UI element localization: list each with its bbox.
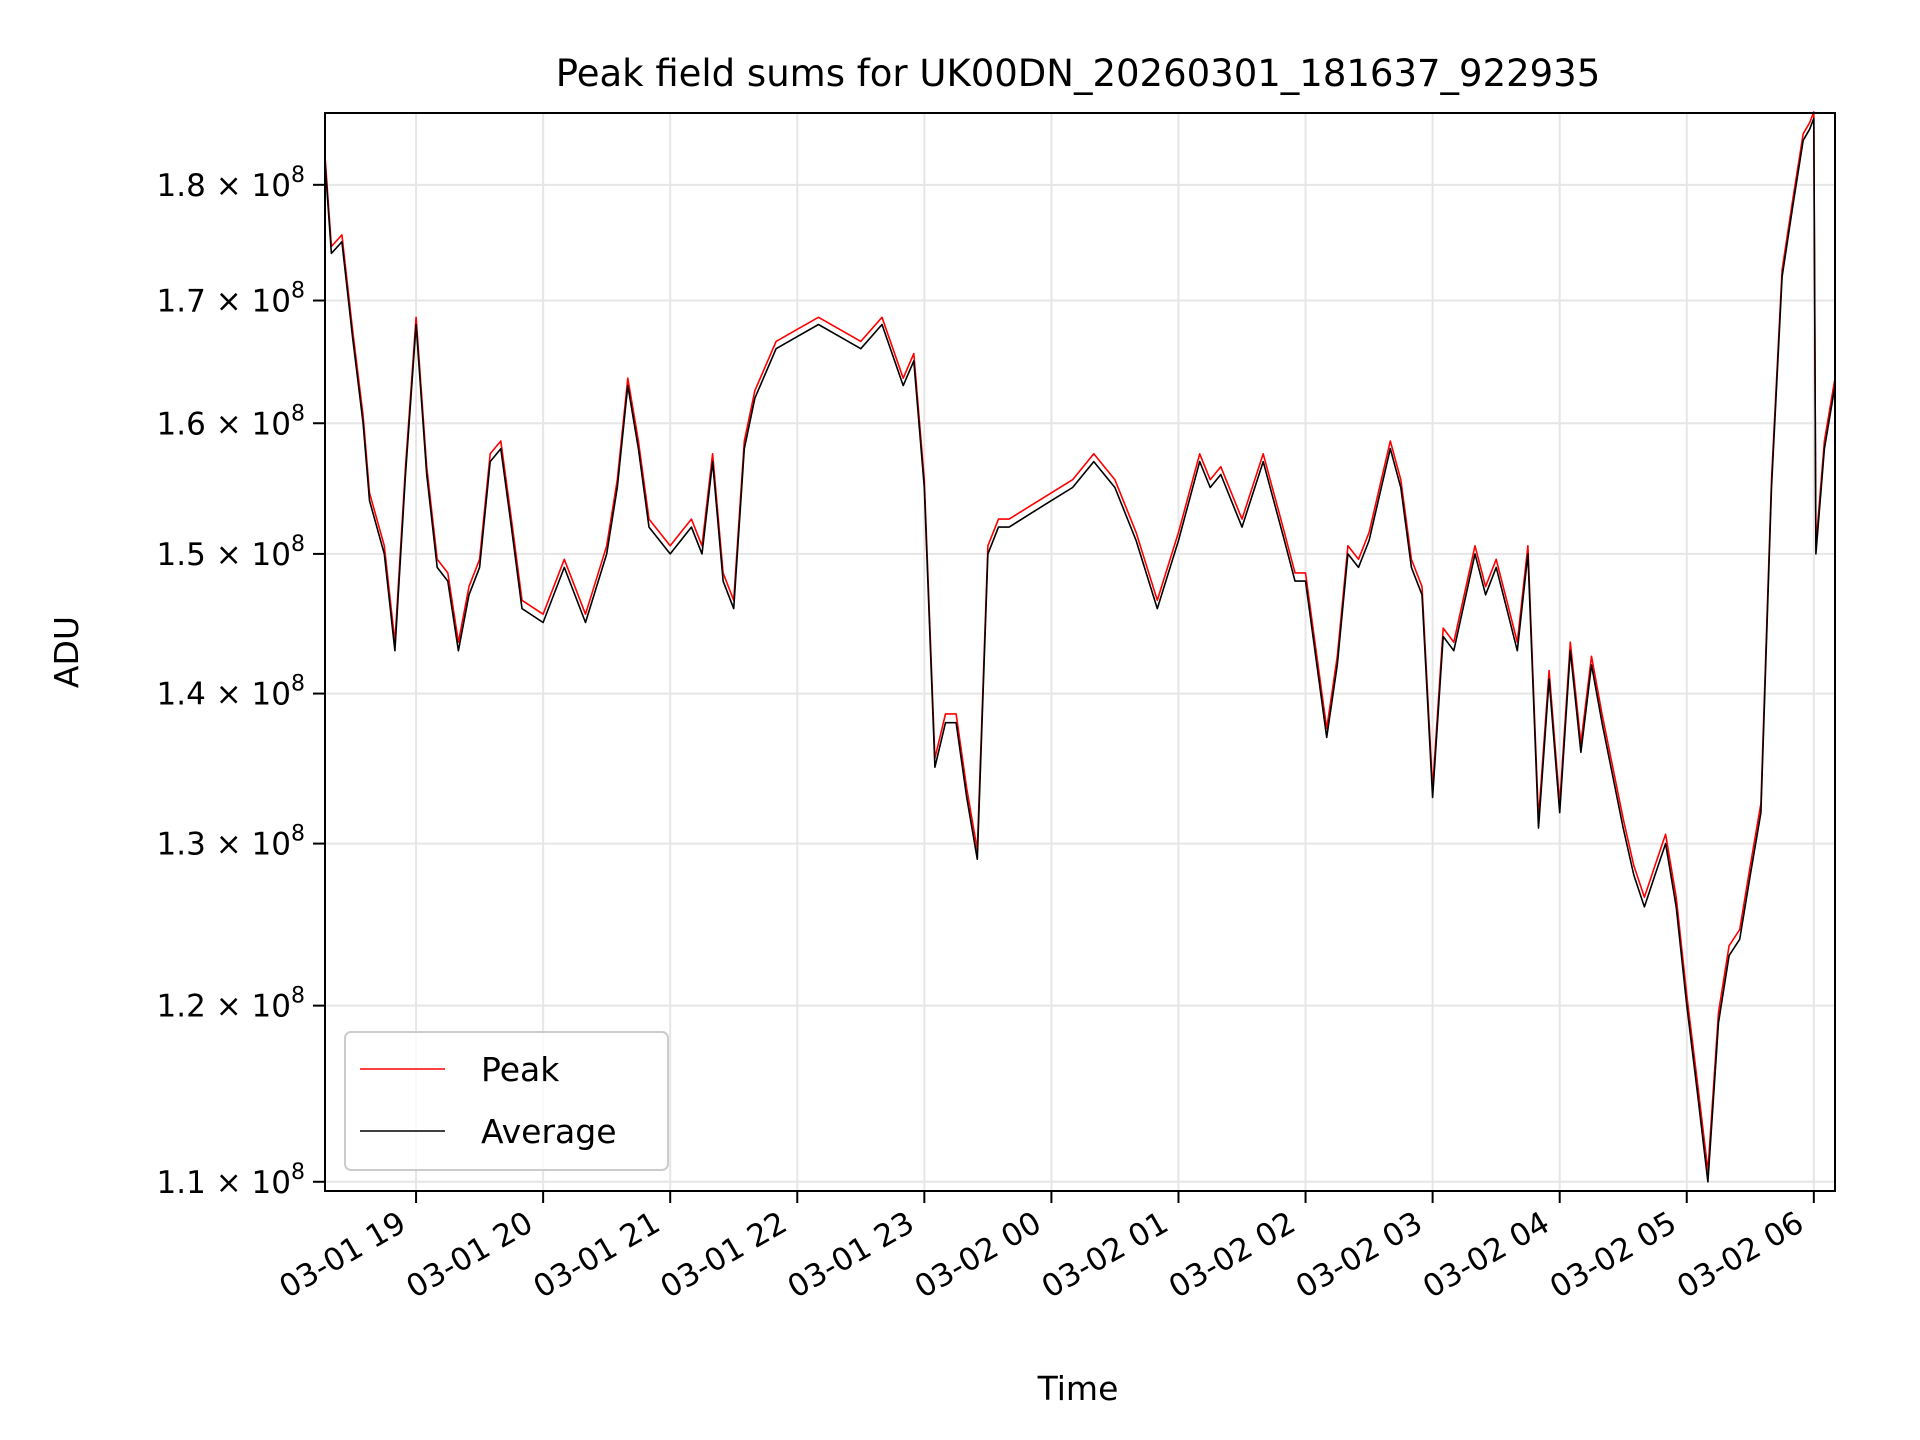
y-tick-base: × 10 <box>206 406 291 442</box>
legend-box <box>344 1031 669 1171</box>
y-tick-exponent: 8 <box>291 163 305 188</box>
y-tick-mantissa: 1.2 <box>157 989 206 1025</box>
y-tick-mantissa: 1.5 <box>157 537 206 573</box>
y-tick-exponent: 8 <box>291 1160 305 1185</box>
y-tick-label: 1.2 × 108 <box>157 984 305 1025</box>
y-tick-label: 1.6 × 108 <box>157 401 305 442</box>
y-tick-label: 1.4 × 108 <box>157 672 305 713</box>
legend: Peak Average <box>344 1031 669 1171</box>
y-tick-mantissa: 1.7 <box>157 284 206 320</box>
series-line-average <box>324 117 1836 1183</box>
y-tick-exponent: 8 <box>291 672 305 697</box>
y-tick-label: 1.8 × 108 <box>157 163 305 204</box>
y-tick-label: 1.1 × 108 <box>157 1160 305 1201</box>
y-tick-base: × 10 <box>206 989 291 1025</box>
y-tick-base: × 10 <box>206 537 291 573</box>
y-tick-mantissa: 1.1 <box>157 1165 206 1201</box>
y-tick-exponent: 8 <box>291 401 305 426</box>
legend-label-average: Average <box>481 1112 617 1151</box>
y-axis-label: ADU <box>47 616 86 688</box>
y-tick-label: 1.3 × 108 <box>157 822 305 863</box>
y-tick-mantissa: 1.8 <box>157 168 206 204</box>
x-axis-label: Time <box>1037 1369 1119 1408</box>
y-tick-base: × 10 <box>206 677 291 713</box>
y-tick-label: 1.7 × 108 <box>157 279 305 320</box>
legend-label-peak: Peak <box>481 1050 560 1089</box>
y-tick-base: × 10 <box>206 1165 291 1201</box>
y-tick-exponent: 8 <box>291 984 305 1009</box>
y-tick-exponent: 8 <box>291 822 305 847</box>
y-tick-exponent: 8 <box>291 532 305 557</box>
y-tick-mantissa: 1.3 <box>157 827 206 863</box>
y-tick-mantissa: 1.6 <box>157 406 206 442</box>
y-tick-base: × 10 <box>206 284 291 320</box>
y-tick-mantissa: 1.4 <box>157 677 206 713</box>
y-tick-base: × 10 <box>206 827 291 863</box>
chart-title: Peak field sums for UK00DN_20260301_1816… <box>556 52 1601 95</box>
series-lines <box>324 111 1836 1183</box>
plot-frame <box>324 112 1836 1192</box>
y-tick-exponent: 8 <box>291 279 305 304</box>
series-line-peak <box>324 111 1836 1172</box>
y-tick-label: 1.5 × 108 <box>157 532 305 573</box>
y-tick-base: × 10 <box>206 168 291 204</box>
